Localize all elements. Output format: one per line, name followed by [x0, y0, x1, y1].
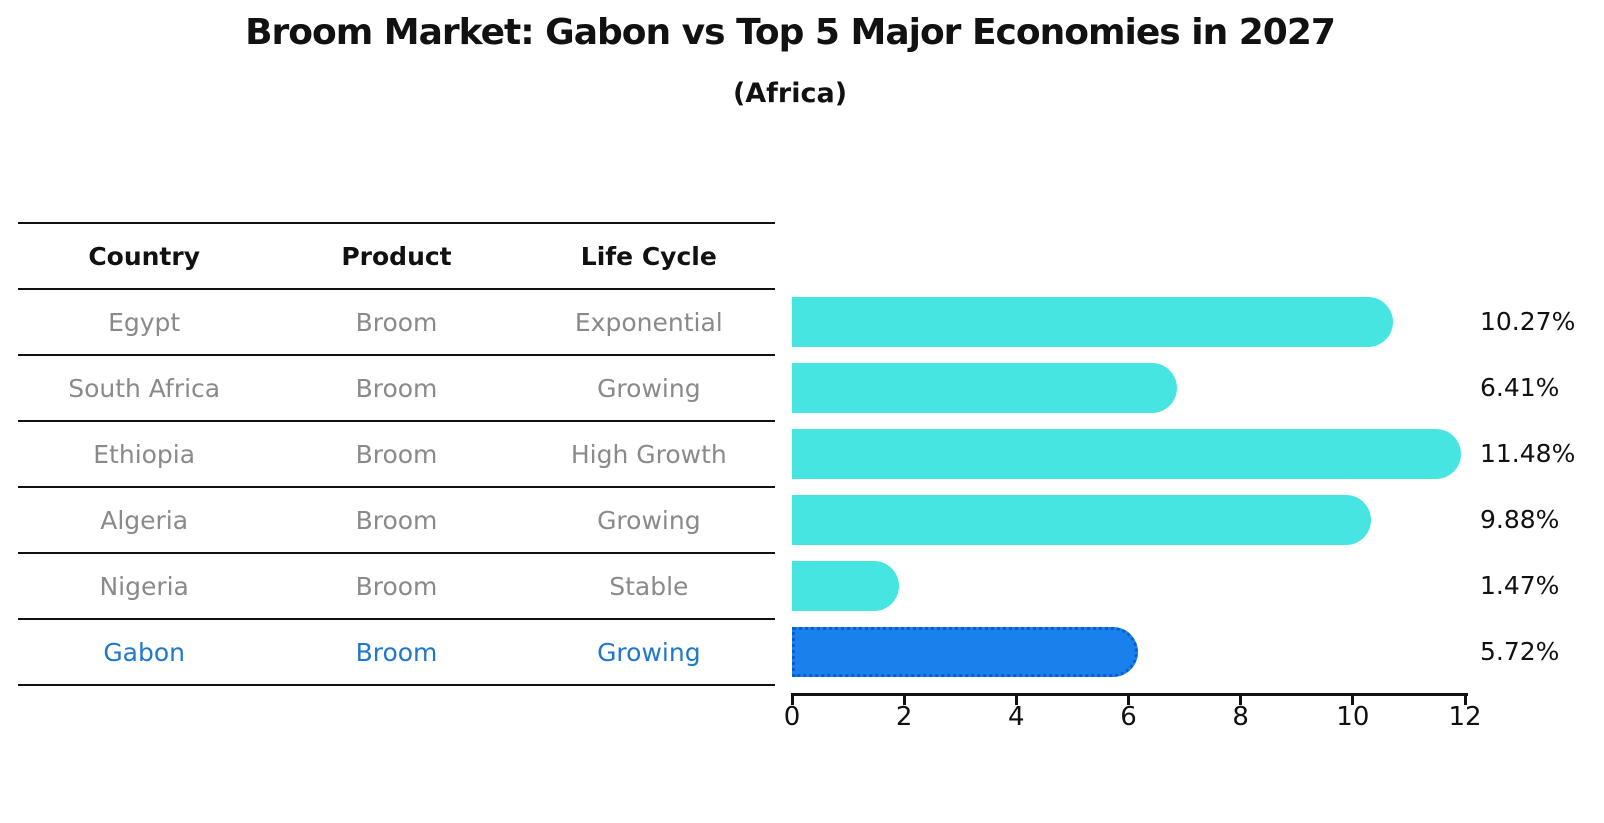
life-cycle-cell: Growing	[597, 373, 701, 403]
column-header-product: Product	[341, 241, 452, 271]
bar-algeria	[792, 495, 1372, 545]
x-tick-label-0: 0	[783, 702, 801, 732]
life-cycle-cell: Growing	[597, 505, 701, 535]
bar-nigeria	[792, 561, 900, 611]
x-tick-mark-6	[1127, 693, 1130, 705]
x-tick-label-10: 10	[1336, 702, 1370, 732]
table-header-row: Country Product Life Cycle	[18, 222, 775, 288]
table-row-algeria: Algeria Broom Growing	[18, 486, 775, 552]
x-tick-mark-8	[1239, 693, 1243, 705]
table-row-south-africa: South Africa Broom Growing	[18, 354, 775, 420]
x-tick-mark-0	[790, 693, 794, 705]
chart-title: Broom Market: Gabon vs Top 5 Major Econo…	[245, 12, 1336, 53]
country-cell: Gabon	[103, 637, 186, 667]
life-cycle-cell: Growing	[597, 637, 701, 667]
bar-value-label-algeria: 9.88%	[1480, 505, 1560, 534]
x-tick-mark-12	[1463, 693, 1467, 705]
chart-subtitle: (Africa)	[732, 78, 848, 109]
table-row-gabon: Gabon Broom Growing	[18, 618, 775, 684]
bar-value-label-ethiopia: 11.48%	[1480, 439, 1576, 468]
x-tick-mark-10	[1351, 693, 1355, 705]
bar-egypt	[792, 297, 1393, 347]
column-header-country: Country	[88, 241, 201, 271]
bar-ethiopia	[792, 429, 1461, 479]
product-cell: Broom	[355, 439, 438, 469]
country-cell: Algeria	[100, 505, 189, 535]
country-cell: South Africa	[68, 373, 221, 403]
x-tick-mark-4	[1014, 693, 1018, 705]
x-tick-label-4: 4	[1008, 702, 1025, 732]
x-axis-line	[792, 693, 1468, 696]
bar-south-africa	[792, 363, 1177, 413]
x-tick-mark-2	[902, 693, 906, 705]
country-cell: Ethiopia	[93, 439, 196, 469]
life-cycle-cell: Exponential	[574, 307, 723, 337]
bar-value-label-egypt: 10.27%	[1480, 307, 1576, 336]
life-cycle-cell: Stable	[609, 571, 689, 601]
product-cell: Broom	[355, 505, 438, 535]
life-cycle-cell: High Growth	[570, 439, 727, 469]
table-row-egypt: Egypt Broom Exponential	[18, 288, 775, 354]
x-tick-label-12: 12	[1448, 702, 1482, 732]
bar-gabon	[792, 627, 1138, 677]
x-tick-label-8: 8	[1232, 702, 1249, 732]
table-row-nigeria: Nigeria Broom Stable	[18, 552, 775, 618]
product-cell: Broom	[355, 637, 438, 667]
column-header-life-cycle: Life Cycle	[580, 241, 717, 271]
bar-value-label-south-africa: 6.41%	[1480, 373, 1560, 402]
country-table: Country Product Life Cycle Egypt Broom Exp…	[18, 222, 775, 686]
table-row-ethiopia: Ethiopia Broom High Growth	[18, 420, 775, 486]
bar-value-label-gabon: 5.72%	[1480, 637, 1560, 666]
bar-value-label-nigeria: 1.47%	[1480, 571, 1560, 600]
country-cell: Nigeria	[99, 571, 189, 601]
x-tick-label-2: 2	[895, 702, 913, 732]
product-cell: Broom	[355, 307, 438, 337]
x-tick-label-6: 6	[1120, 702, 1137, 732]
product-cell: Broom	[355, 571, 438, 601]
product-cell: Broom	[355, 373, 438, 403]
country-cell: Egypt	[108, 307, 181, 337]
